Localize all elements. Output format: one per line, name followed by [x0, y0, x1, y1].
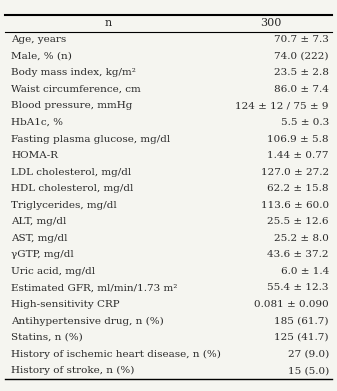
Text: 0.081 ± 0.090: 0.081 ± 0.090 — [254, 300, 329, 309]
Text: High-sensitivity CRP: High-sensitivity CRP — [11, 300, 120, 309]
Text: Waist circumference, cm: Waist circumference, cm — [11, 85, 141, 94]
Text: LDL cholesterol, mg/dl: LDL cholesterol, mg/dl — [11, 168, 132, 177]
Text: Estimated GFR, ml/min/1.73 m²: Estimated GFR, ml/min/1.73 m² — [11, 283, 178, 292]
Text: 86.0 ± 7.4: 86.0 ± 7.4 — [274, 85, 329, 94]
Text: 25.2 ± 8.0: 25.2 ± 8.0 — [274, 234, 329, 243]
Text: 5.5 ± 0.3: 5.5 ± 0.3 — [281, 118, 329, 127]
Text: Triglycerides, mg/dl: Triglycerides, mg/dl — [11, 201, 117, 210]
Text: 1.44 ± 0.77: 1.44 ± 0.77 — [268, 151, 329, 160]
Text: 185 (61.7): 185 (61.7) — [274, 316, 329, 325]
Text: Male, % (n): Male, % (n) — [11, 52, 72, 61]
Text: Antihypertensive drug, n (%): Antihypertensive drug, n (%) — [11, 316, 164, 325]
Text: Body mass index, kg/m²: Body mass index, kg/m² — [11, 68, 136, 77]
Text: 106.9 ± 5.8: 106.9 ± 5.8 — [268, 135, 329, 143]
Text: 43.6 ± 37.2: 43.6 ± 37.2 — [268, 250, 329, 259]
Text: 125 (41.7): 125 (41.7) — [274, 333, 329, 342]
Text: Age, years: Age, years — [11, 35, 67, 44]
Text: HDL cholesterol, mg/dl: HDL cholesterol, mg/dl — [11, 184, 134, 193]
Text: 55.4 ± 12.3: 55.4 ± 12.3 — [268, 283, 329, 292]
Text: 113.6 ± 60.0: 113.6 ± 60.0 — [261, 201, 329, 210]
Text: Statins, n (%): Statins, n (%) — [11, 333, 83, 342]
Text: 62.2 ± 15.8: 62.2 ± 15.8 — [268, 184, 329, 193]
Text: HOMA-R: HOMA-R — [11, 151, 58, 160]
Text: 300: 300 — [260, 18, 281, 28]
Text: AST, mg/dl: AST, mg/dl — [11, 234, 68, 243]
Text: 25.5 ± 12.6: 25.5 ± 12.6 — [268, 217, 329, 226]
Text: 74.0 (222): 74.0 (222) — [274, 52, 329, 61]
Text: Uric acid, mg/dl: Uric acid, mg/dl — [11, 267, 96, 276]
Text: History of stroke, n (%): History of stroke, n (%) — [11, 366, 135, 375]
Text: 127.0 ± 27.2: 127.0 ± 27.2 — [261, 168, 329, 177]
Text: γGTP, mg/dl: γGTP, mg/dl — [11, 250, 74, 259]
Text: ALT, mg/dl: ALT, mg/dl — [11, 217, 67, 226]
Text: HbA1c, %: HbA1c, % — [11, 118, 63, 127]
Text: 27 (9.0): 27 (9.0) — [288, 350, 329, 359]
Text: 23.5 ± 2.8: 23.5 ± 2.8 — [274, 68, 329, 77]
Text: 6.0 ± 1.4: 6.0 ± 1.4 — [281, 267, 329, 276]
Text: n: n — [105, 18, 112, 28]
Text: 124 ± 12 / 75 ± 9: 124 ± 12 / 75 ± 9 — [236, 101, 329, 110]
Text: Fasting plasma glucose, mg/dl: Fasting plasma glucose, mg/dl — [11, 135, 171, 143]
Text: 70.7 ± 7.3: 70.7 ± 7.3 — [274, 35, 329, 44]
Text: Blood pressure, mmHg: Blood pressure, mmHg — [11, 101, 133, 110]
Text: 15 (5.0): 15 (5.0) — [288, 366, 329, 375]
Text: History of ischemic heart disease, n (%): History of ischemic heart disease, n (%) — [11, 350, 221, 359]
